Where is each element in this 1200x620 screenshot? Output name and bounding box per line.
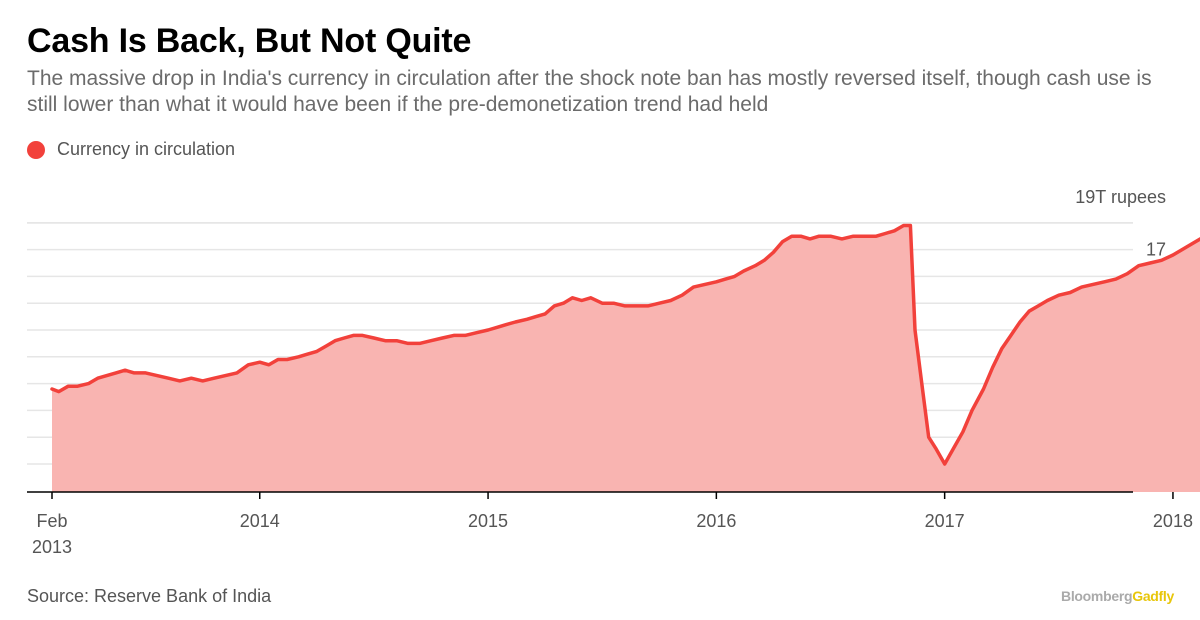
legend-marker	[27, 140, 45, 159]
legend: Currency in circulation	[27, 139, 235, 160]
brand-suffix: Gadfly	[1132, 588, 1174, 604]
source-note: Source: Reserve Bank of India	[27, 586, 272, 606]
y-tick-label: 17	[1146, 240, 1166, 260]
x-tick-label: 2018	[1153, 511, 1193, 531]
legend-label: Currency in circulation	[57, 139, 236, 159]
brand-name: Bloomberg	[1061, 588, 1133, 604]
x-tick-label: 2017	[925, 511, 965, 531]
x-tick-label: 2014	[240, 511, 280, 531]
y-tick-label: 19T rupees	[1075, 187, 1166, 207]
chart-title: Cash Is Back, But Not Quite	[27, 22, 472, 60]
chart-subtitle: The massive drop in India's currency in …	[27, 67, 1152, 116]
x-tick-label: 2015	[468, 511, 508, 531]
x-tick-label: 2016	[696, 511, 736, 531]
x-tick-label: Feb	[36, 511, 67, 531]
series-line	[50, 223, 1200, 466]
x-tick-sublabel: 2013	[32, 537, 72, 557]
brand-logo: BloombergGadfly	[1061, 588, 1174, 604]
series-area	[52, 225, 1200, 492]
